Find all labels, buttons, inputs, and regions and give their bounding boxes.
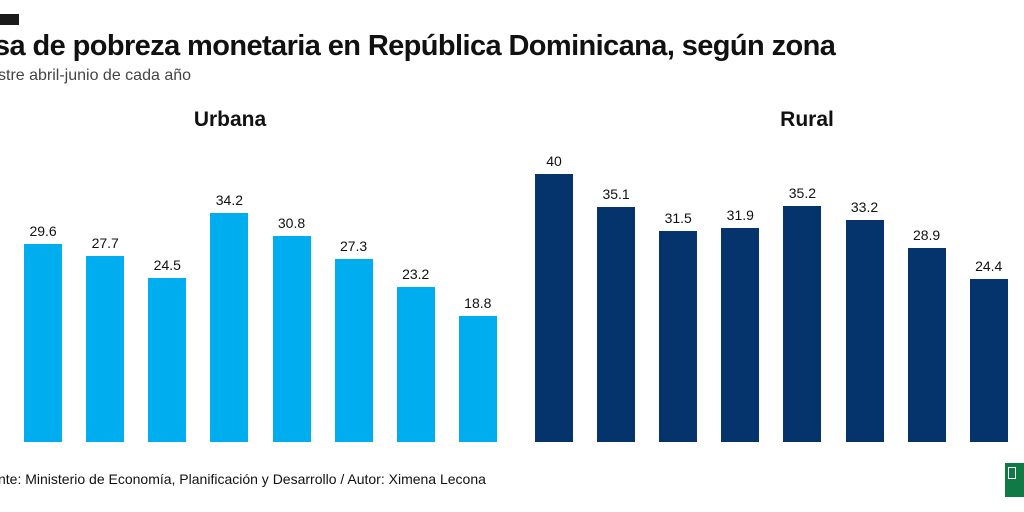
- bar-rural-7: [969, 278, 1008, 442]
- bar-urbana-6: [334, 259, 373, 442]
- data-label-urbana-1: 29.6: [29, 222, 57, 239]
- data-label-rural-6: 28.9: [912, 227, 941, 244]
- header-accent-bar: [0, 14, 19, 25]
- bar-urbana-8: [458, 316, 497, 442]
- publisher-logo: [1005, 463, 1024, 497]
- data-label-urbana-2: 27.7: [91, 235, 119, 252]
- data-label-urbana-5: 30.8: [277, 214, 306, 231]
- data-label-rural-0: 40: [546, 153, 562, 169]
- bar-rural-3: [721, 228, 760, 442]
- data-label-urbana-6: 27.3: [339, 238, 368, 255]
- bar-urbana-2: [86, 256, 125, 442]
- data-label-rural-1: 35.1: [602, 185, 630, 202]
- source-credit: nte: Ministerio de Economía, Planificaci…: [0, 471, 486, 487]
- bar-rural-5: [845, 219, 884, 442]
- panel-title-urbana: Urbana: [193, 108, 267, 131]
- panel-title-rural: Rural: [780, 108, 834, 131]
- data-label-urbana-7: 23.2: [402, 265, 430, 282]
- data-label-urbana-8: 18.8: [464, 295, 492, 312]
- data-label-urbana-4: 34.2: [215, 191, 244, 208]
- data-label-urbana-3: 24.5: [153, 256, 181, 273]
- bar-rural-2: [659, 230, 698, 442]
- bar-urbana-5: [272, 235, 311, 442]
- data-label-rural-5: 33.2: [850, 198, 879, 215]
- bar-rural-4: [783, 206, 822, 442]
- bar-urbana-1: [24, 243, 63, 442]
- bar-rural-6: [907, 248, 946, 442]
- bar-urbana-4: [210, 212, 249, 442]
- data-label-rural-7: 24.4: [975, 257, 1003, 274]
- bar-urbana-7: [396, 286, 435, 442]
- data-label-rural-3: 31.9: [726, 207, 754, 224]
- bar-rural-0: [535, 174, 573, 442]
- data-label-rural-2: 31.5: [664, 209, 692, 226]
- data-label-rural-4: 35.2: [788, 185, 817, 202]
- chart-title: sa de pobreza monetaria en República Dom…: [0, 30, 836, 62]
- chart-subtitle: stre abril-junio de cada año: [0, 67, 192, 84]
- bar-rural-1: [597, 206, 636, 442]
- bar-urbana-3: [148, 277, 187, 442]
